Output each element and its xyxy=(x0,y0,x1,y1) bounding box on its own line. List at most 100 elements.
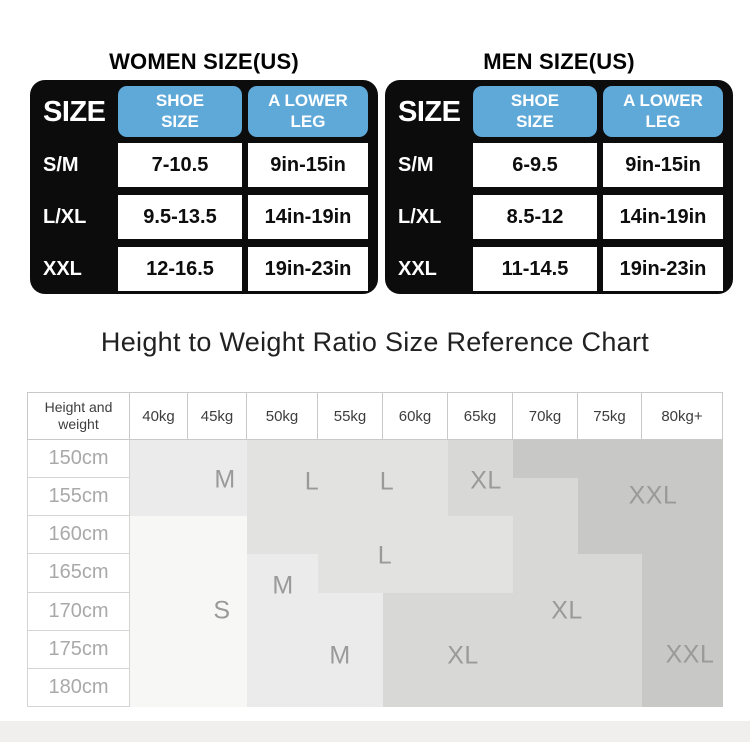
height-weight-chart: Height and weight 40kg 45kg 50kg 55kg 60kg 65k… xyxy=(27,392,723,708)
weight-header-cell: 80kg+ xyxy=(642,392,723,440)
size-region-cell xyxy=(448,516,513,555)
size-region-cell xyxy=(188,592,247,631)
size-region-cell xyxy=(130,516,188,555)
weight-header-cell: 75kg xyxy=(578,392,642,440)
men-lxl-shoe-cell: 8.5-12 xyxy=(473,195,597,239)
size-region-cell xyxy=(130,440,188,479)
men-size-corner-label: SIZE xyxy=(398,95,461,128)
height-row-header: 150cm xyxy=(27,440,130,479)
weight-header-cell: 45kg xyxy=(188,392,247,440)
size-region-cell xyxy=(383,554,448,593)
size-region-cell xyxy=(130,478,188,517)
size-region-cell xyxy=(188,440,247,479)
size-region-cell xyxy=(318,630,383,669)
height-row-header: 170cm xyxy=(27,592,130,631)
men-size-table: SIZE SHOE SIZE A LOWER LEG S/M 6-9.5 9in… xyxy=(385,80,733,294)
size-region-cell xyxy=(130,668,188,707)
women-xxl-shoe-cell: 12-16.5 xyxy=(118,247,242,291)
size-region-cell xyxy=(513,630,578,669)
women-table-title: WOMEN SIZE(US) xyxy=(109,49,299,74)
women-lxl-leg-cell: 14in-19in xyxy=(248,195,368,239)
women-size-corner-label: SIZE xyxy=(43,95,106,128)
weight-header-cell: 70kg xyxy=(513,392,578,440)
height-row-header: 165cm xyxy=(27,554,130,593)
women-shoe-size-header: SHOE SIZE xyxy=(118,86,242,137)
size-region-cell xyxy=(188,668,247,707)
women-xxl-leg-cell: 19in-23in xyxy=(248,247,368,291)
men-shoe-size-header-text: SHOE SIZE xyxy=(510,91,560,131)
size-region-cell xyxy=(578,592,642,631)
men-row-label-lxl: L/XL xyxy=(398,205,442,228)
size-region-cell xyxy=(130,630,188,669)
size-region-cell xyxy=(247,516,318,555)
size-region-cell xyxy=(513,478,578,517)
size-region-cell xyxy=(642,630,723,669)
women-lower-leg-header: A LOWER LEG xyxy=(248,86,368,137)
men-sm-leg-cell: 9in-15in xyxy=(603,143,723,187)
size-region-cell xyxy=(188,554,247,593)
size-region-cell xyxy=(247,668,318,707)
size-region-cell xyxy=(188,630,247,669)
size-region-cell xyxy=(578,630,642,669)
size-region-cell xyxy=(448,630,513,669)
men-sm-shoe-cell: 6-9.5 xyxy=(473,143,597,187)
size-region-cell xyxy=(578,554,642,593)
size-region-cell xyxy=(448,668,513,707)
men-shoe-size-header: SHOE SIZE xyxy=(473,86,597,137)
men-table-title: MEN SIZE(US) xyxy=(483,49,635,74)
size-region-cell xyxy=(383,440,448,479)
men-row-label-sm: S/M xyxy=(398,153,434,176)
women-row-label-sm: S/M xyxy=(43,153,79,176)
weight-header-cell: 40kg xyxy=(130,392,188,440)
weight-header-cell: 50kg xyxy=(247,392,318,440)
size-region-cell xyxy=(642,668,723,707)
size-region-cell xyxy=(642,592,723,631)
size-region-cell xyxy=(318,440,383,479)
women-sm-leg-cell: 9in-15in xyxy=(248,143,368,187)
height-row-header: 175cm xyxy=(27,630,130,669)
height-and-weight-corner-header: Height and weight xyxy=(27,392,130,440)
height-row-header: 160cm xyxy=(27,516,130,555)
size-region-cell xyxy=(247,592,318,631)
size-region-cell xyxy=(513,592,578,631)
size-region-cell xyxy=(642,516,723,555)
size-region-cell xyxy=(642,478,723,517)
women-row-label-xxl: XXL xyxy=(43,257,82,280)
size-region-cell xyxy=(130,554,188,593)
weight-header-cell: 55kg xyxy=(318,392,383,440)
women-size-table: SIZE SHOE SIZE A LOWER LEG S/M 7-10.5 9i… xyxy=(30,80,378,294)
size-region-cell xyxy=(578,440,642,479)
size-region-cell xyxy=(247,440,318,479)
size-region-cell xyxy=(130,592,188,631)
weight-header-cell: 65kg xyxy=(448,392,513,440)
weight-header-cell: 60kg xyxy=(383,392,448,440)
size-region-cell xyxy=(513,440,578,479)
men-lower-leg-header-text: A LOWER LEG xyxy=(623,91,703,131)
size-region-cell xyxy=(383,630,448,669)
size-region-cell xyxy=(513,668,578,707)
size-region-cell xyxy=(247,630,318,669)
men-xxl-shoe-cell: 11-14.5 xyxy=(473,247,597,291)
size-region-cell xyxy=(247,478,318,517)
reference-chart-title: Height to Weight Ratio Size Reference Ch… xyxy=(100,327,650,357)
size-region-cell xyxy=(318,554,383,593)
size-region-cell xyxy=(448,440,513,479)
size-region-cell xyxy=(318,668,383,707)
size-region-cell xyxy=(383,516,448,555)
size-region-cell xyxy=(578,668,642,707)
men-lxl-leg-cell: 14in-19in xyxy=(603,195,723,239)
size-region-cell xyxy=(642,440,723,479)
size-region-cell xyxy=(578,516,642,555)
height-row-header: 155cm xyxy=(27,478,130,517)
height-row-header: 180cm xyxy=(27,668,130,707)
women-shoe-size-header-text: SHOE SIZE xyxy=(155,91,205,131)
size-region-cell xyxy=(383,668,448,707)
women-row-label-lxl: L/XL xyxy=(43,205,87,228)
women-lower-leg-header-text: A LOWER LEG xyxy=(268,91,348,131)
size-region-cell xyxy=(448,592,513,631)
size-region-cell xyxy=(513,516,578,555)
size-region-cell xyxy=(642,554,723,593)
size-region-cell xyxy=(448,554,513,593)
men-lower-leg-header: A LOWER LEG xyxy=(603,86,723,137)
